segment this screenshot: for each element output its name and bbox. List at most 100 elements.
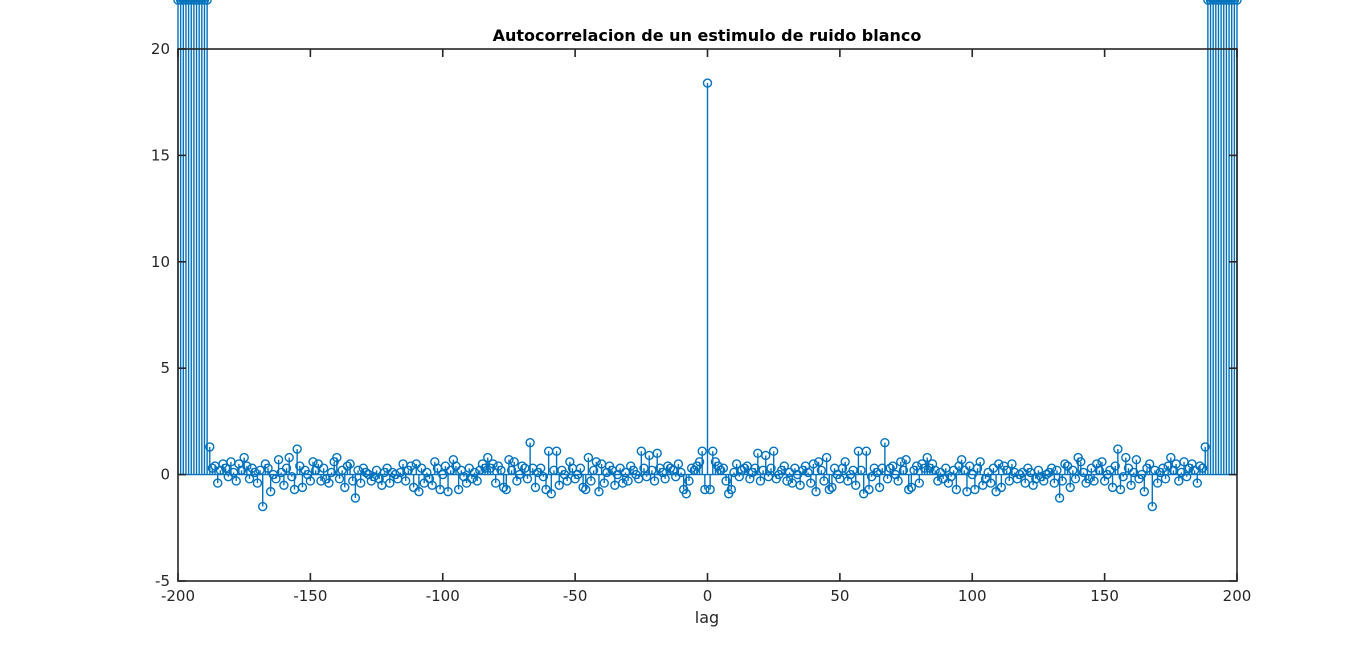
point-pos-8 — [726, 484, 737, 495]
point-pos-39 — [808, 459, 819, 469]
y-tick-label-5: 20 — [151, 40, 170, 58]
point-pos-21 — [761, 450, 771, 461]
point-neg-129 — [358, 463, 369, 473]
point-neg-199 — [173, 0, 183, 5]
point-neg-46 — [578, 482, 588, 493]
point-pos-171 — [1158, 463, 1168, 473]
point-pos-45 — [824, 484, 834, 495]
point-pos-106 — [986, 478, 996, 488]
point-pos-196 — [1224, 0, 1234, 5]
point-pos-59 — [861, 446, 872, 456]
point-neg-41 — [591, 457, 602, 467]
point-neg-34 — [610, 480, 620, 490]
point-pos-46 — [827, 482, 837, 493]
point-pos-51 — [840, 457, 850, 467]
point-pos-114 — [1007, 459, 1017, 469]
series-marks — [173, 0, 1242, 512]
x-tick-label-1: -150 — [293, 587, 327, 605]
point-neg-100 — [435, 484, 445, 495]
point-neg-74 — [504, 455, 514, 465]
point-pos-4 — [716, 465, 726, 476]
point-pos-187 — [1200, 442, 1210, 452]
point-neg-24 — [636, 446, 647, 456]
point-pos-24 — [768, 446, 779, 456]
point-neg-171 — [247, 463, 257, 473]
point-neg-136 — [340, 482, 350, 493]
point-pos-42 — [816, 465, 827, 476]
point-neg-137 — [337, 465, 347, 476]
point-neg-133 — [348, 476, 358, 486]
point-neg-99 — [438, 469, 448, 480]
point-neg-197 — [178, 0, 188, 5]
x-axis: -200 -150 -100 -50 0 50 100 150 200 — [161, 49, 1251, 605]
y-axis: -5 0 5 10 15 20 — [151, 40, 1237, 590]
point-pos-60 — [864, 484, 874, 495]
point-pos-110 — [996, 482, 1007, 493]
point-neg-42 — [588, 465, 599, 476]
point-pos-148 — [1097, 457, 1107, 467]
point-neg-51 — [565, 457, 575, 467]
point-neg-28 — [626, 461, 636, 471]
point-pos-43 — [819, 476, 829, 486]
point-pos-132 — [1054, 493, 1065, 503]
point-pos-81 — [919, 463, 930, 473]
point-pos-157 — [1121, 452, 1131, 463]
point-pos-127 — [1041, 469, 1052, 480]
point-pos-186 — [1197, 463, 1208, 473]
point-neg-153 — [295, 461, 305, 471]
point-pos-37 — [803, 467, 813, 478]
point-pos-185 — [1195, 461, 1205, 471]
point-pos-138 — [1070, 474, 1081, 484]
point-neg-43 — [586, 476, 596, 486]
point-neg-147 — [310, 465, 321, 476]
point-neg-71 — [512, 476, 522, 486]
x-tick-label-0: -200 — [161, 587, 195, 605]
point-pos-10 — [731, 459, 742, 469]
point-pos-19 — [755, 476, 766, 486]
point-neg-38 — [599, 478, 609, 488]
point-neg-132 — [350, 493, 361, 503]
point-pos-0 — [705, 484, 715, 495]
point-neg-195 — [183, 0, 194, 5]
point-pos-1 — [708, 446, 718, 456]
point-neg-143 — [321, 474, 331, 484]
point-neg-102 — [430, 457, 440, 467]
point-pos-184 — [1192, 478, 1202, 488]
point-neg-76 — [498, 482, 509, 493]
point-neg-85 — [475, 465, 485, 476]
point-neg-73 — [506, 465, 517, 476]
point-pos-199 — [1232, 0, 1242, 5]
point-pos-141 — [1078, 467, 1089, 478]
point-pos-189 — [1205, 0, 1216, 5]
point-pos-194 — [1219, 0, 1229, 5]
point-neg-110 — [408, 482, 419, 493]
point-pos-143 — [1084, 474, 1094, 484]
point-neg-180 — [223, 472, 234, 482]
point-neg-191 — [194, 0, 204, 5]
point-pos-134 — [1060, 459, 1070, 469]
point-neg-45 — [581, 484, 591, 495]
x-axis-label: lag — [695, 608, 719, 627]
point-pos-191 — [1211, 0, 1221, 5]
point-neg-159 — [279, 480, 289, 490]
point-neg-23 — [639, 463, 649, 473]
point-pos-66 — [880, 437, 890, 448]
point-pos-154 — [1113, 444, 1123, 454]
point-pos-95 — [956, 455, 967, 465]
point-neg-163 — [268, 469, 279, 480]
point-pos-6 — [721, 476, 731, 486]
point-pos-93 — [951, 484, 962, 495]
point-pos-71 — [893, 476, 903, 486]
point-pos-67 — [882, 474, 893, 484]
y-tick-label-3: 10 — [151, 253, 170, 271]
point-pos-28 — [779, 461, 789, 471]
point-pos-163 — [1136, 469, 1147, 480]
point-neg-145 — [316, 476, 326, 486]
point-neg-172 — [244, 474, 255, 484]
point-pos-34 — [795, 480, 805, 490]
point-neg-188 — [202, 0, 212, 5]
point-neg-93 — [453, 484, 464, 495]
point-pos-155 — [1115, 484, 1126, 495]
y-tick-label-4: 15 — [151, 146, 170, 164]
